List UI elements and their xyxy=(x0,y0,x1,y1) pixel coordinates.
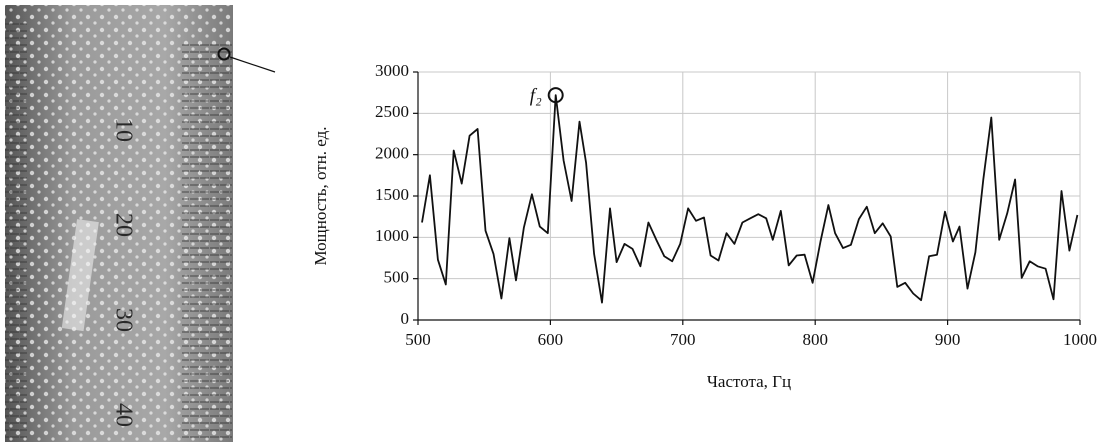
annotation-marker xyxy=(547,87,564,104)
glare xyxy=(61,219,99,332)
y-tick-label: 2500 xyxy=(375,102,409,121)
ruler-number: 40 xyxy=(110,403,136,427)
y-tick-label: 2000 xyxy=(375,144,409,163)
annotation: f₂ xyxy=(530,86,542,107)
y-tick-label: 1000 xyxy=(375,226,409,245)
x-tick-label: 800 xyxy=(802,330,828,349)
x-tick-label: 1000 xyxy=(1063,330,1097,349)
y-axis-label: Мощность, отн. ед. xyxy=(311,126,330,265)
pointer-line xyxy=(229,56,276,73)
y-tick-label: 3000 xyxy=(375,61,409,80)
ruler-number: 20 xyxy=(110,213,136,237)
x-axis-label: Частота, Гц xyxy=(707,372,791,391)
ruler-scale xyxy=(5,20,27,442)
probe-marker xyxy=(217,47,231,61)
x-tick-label: 600 xyxy=(538,330,564,349)
x-tick-label: 500 xyxy=(405,330,431,349)
x-tick-label: 900 xyxy=(935,330,961,349)
ruler-number: 10 xyxy=(110,118,136,142)
x-tick-label: 700 xyxy=(670,330,696,349)
y-tick-label: 0 xyxy=(401,309,410,328)
ruler-scale xyxy=(182,40,232,442)
data-line xyxy=(421,94,1079,304)
ruler-number: 30 xyxy=(110,308,136,332)
y-tick-label: 1500 xyxy=(375,185,409,204)
photo: 10 20 30 40 xyxy=(5,5,233,442)
y-tick-label: 500 xyxy=(384,268,410,287)
